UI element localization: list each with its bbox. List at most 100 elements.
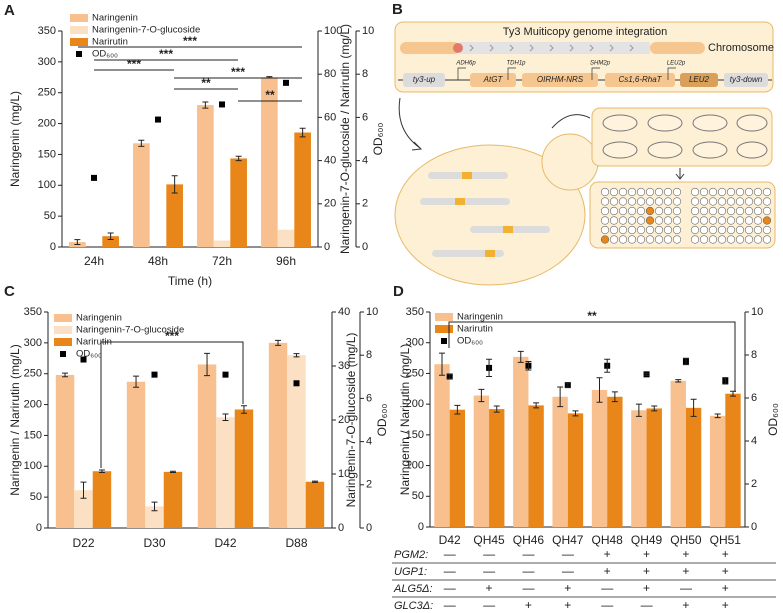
well — [645, 216, 655, 225]
legend-label: Naringenin-7-O-glucoside — [76, 325, 184, 336]
x-axis-title: Time (h) — [168, 274, 212, 288]
genotype-mark: — — [641, 598, 653, 612]
promoter-arrows — [457, 67, 676, 80]
genotype-mark: — — [601, 581, 613, 595]
x-tick-label: QH51 — [710, 533, 742, 547]
genotype-mark: + — [722, 581, 729, 595]
bar — [670, 380, 686, 527]
error-bar — [275, 339, 282, 346]
well — [663, 235, 673, 244]
genotype-mark: + — [643, 581, 650, 595]
significance-label: ** — [201, 76, 211, 90]
well — [654, 197, 664, 206]
well — [636, 187, 646, 197]
error-bar — [133, 375, 140, 388]
gene-label: OIRHM-NRS — [537, 75, 584, 84]
promoter-label: LEU2p — [667, 61, 686, 67]
wells — [600, 187, 772, 244]
bar — [197, 364, 217, 528]
panel-label: B — [392, 1, 403, 18]
well — [636, 235, 646, 244]
well — [735, 225, 745, 235]
well — [636, 197, 646, 206]
error-bar — [169, 470, 176, 473]
x-tick-label: 72h — [212, 254, 232, 268]
genotype-mark: — — [562, 564, 574, 578]
well — [627, 225, 637, 235]
dishes — [602, 114, 768, 159]
well — [762, 206, 772, 216]
x-tick-label: D22 — [72, 536, 94, 550]
well — [672, 206, 682, 216]
error-bar — [171, 175, 178, 194]
genotype-mark: + — [525, 598, 532, 612]
legend-swatch — [70, 14, 88, 22]
error-bar — [557, 386, 564, 408]
genotype-mark: + — [486, 581, 493, 595]
legend-swatch — [441, 338, 447, 344]
gene-box — [522, 73, 598, 87]
tick-label: 6 — [362, 111, 368, 123]
well — [753, 206, 763, 216]
tick-label: 6 — [366, 392, 372, 404]
od-point — [151, 371, 158, 378]
error-bar — [446, 373, 453, 380]
well — [663, 216, 673, 225]
chromosome-arrows — [469, 44, 634, 52]
bar — [213, 240, 231, 247]
genotype-mark: — — [562, 547, 574, 561]
genotype-mark: + — [604, 547, 611, 561]
x-tick-label: 24h — [84, 254, 104, 268]
chromosomes — [420, 172, 550, 257]
well — [672, 216, 682, 225]
well — [717, 225, 727, 235]
well — [708, 187, 718, 197]
od-point — [219, 101, 225, 108]
legend-label: Narirutin — [457, 324, 493, 335]
x-tick-label: D30 — [143, 536, 165, 550]
tick-label: 6 — [751, 392, 757, 404]
axis-title: OD₆₀₀ — [766, 403, 780, 436]
bar — [277, 229, 295, 247]
significance-label: ** — [587, 309, 597, 323]
tick-label: 350 — [406, 306, 424, 318]
bar — [74, 490, 93, 528]
genotype-mark: — — [483, 598, 495, 612]
legend-swatch — [54, 338, 72, 346]
bar — [216, 417, 235, 528]
gene-label: Cs1,6-RhaT — [618, 75, 662, 84]
genotype-mark: — — [444, 564, 456, 578]
error-bar — [722, 377, 729, 385]
well — [654, 206, 664, 216]
well — [645, 206, 655, 216]
well — [699, 206, 709, 216]
tick-label: 100 — [24, 460, 42, 472]
well — [645, 235, 655, 244]
promoter-label: TDH1p — [506, 61, 526, 67]
error-bar — [311, 480, 318, 483]
error-bar — [439, 352, 446, 376]
significance-label: *** — [231, 65, 245, 79]
axis-title: Naringenin (mg/L) — [8, 91, 22, 187]
tick-label: 80 — [324, 68, 336, 80]
genotype-mark: — — [444, 547, 456, 561]
tick-label: 50 — [44, 210, 56, 222]
well — [735, 235, 745, 244]
significance-bracket — [448, 321, 736, 392]
well — [753, 197, 763, 206]
bar — [434, 364, 450, 527]
well — [735, 197, 745, 206]
well — [645, 197, 655, 206]
tick-label: 2 — [362, 198, 368, 210]
centromere — [453, 43, 463, 53]
bar — [261, 77, 278, 248]
well — [699, 216, 709, 225]
well — [744, 225, 754, 235]
axis-title: Naringenin / Narirutin (mg/L) — [8, 344, 22, 495]
well — [609, 206, 619, 216]
diagram: B Ty3 Muiticopy genome integration Chrom… — [392, 1, 776, 286]
significance-label: *** — [159, 47, 173, 61]
tick-label: 20 — [338, 414, 350, 426]
tick-label: 8 — [366, 349, 372, 361]
bar — [230, 158, 247, 247]
